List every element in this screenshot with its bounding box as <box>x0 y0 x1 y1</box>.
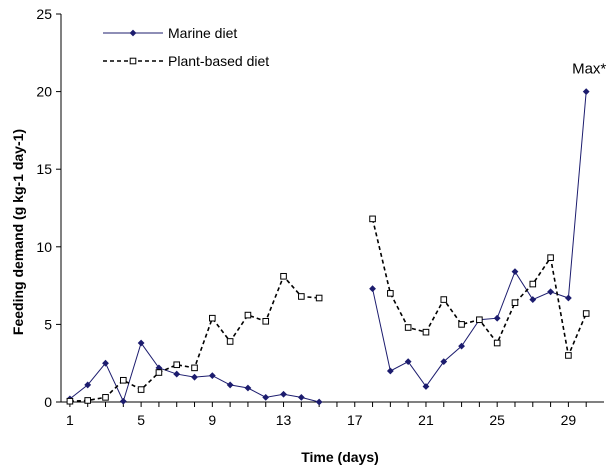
data-point <box>84 381 92 389</box>
data-point <box>120 376 127 384</box>
data-point <box>422 328 430 336</box>
legend-label: Plant-based diet <box>168 53 269 69</box>
data-point <box>387 290 394 297</box>
data-point <box>102 394 109 401</box>
series-line <box>371 218 587 359</box>
axes <box>60 14 604 403</box>
data-point <box>440 358 448 366</box>
data-point <box>315 398 323 406</box>
data-point <box>262 393 270 401</box>
y-axis-title: Feeding demand (g kg-1 day-1) <box>10 129 26 335</box>
data-point <box>315 294 323 302</box>
x-tick-label: 25 <box>489 412 505 428</box>
series-marine-diet <box>66 88 590 406</box>
data-point <box>119 397 127 405</box>
y-tick-label: 15 <box>36 161 52 177</box>
data-point <box>547 288 554 296</box>
data-point <box>493 314 501 322</box>
data-point <box>369 285 376 293</box>
data-point <box>529 296 537 303</box>
y-tick-label: 20 <box>36 84 52 100</box>
data-point <box>564 294 572 302</box>
annotation-max: Max* <box>572 61 606 78</box>
data-point <box>511 299 519 306</box>
data-point <box>529 280 537 288</box>
legend-label: Marine diet <box>168 25 237 41</box>
data-point <box>244 384 252 392</box>
data-point <box>582 88 590 95</box>
data-point <box>137 339 145 347</box>
data-point <box>66 397 74 405</box>
data-point <box>155 369 163 376</box>
data-point <box>208 372 216 380</box>
data-point <box>226 381 234 389</box>
data-point <box>297 393 305 401</box>
y-tick-label: 10 <box>36 239 52 255</box>
data-point <box>476 316 483 324</box>
data-point <box>369 215 376 223</box>
legend-marker <box>129 29 137 37</box>
data-point <box>102 359 109 367</box>
x-tick-label: 5 <box>137 412 145 428</box>
data-point <box>458 321 465 328</box>
series-line <box>69 274 320 403</box>
data-point <box>137 386 145 393</box>
series-group <box>66 88 590 406</box>
data-point <box>404 324 412 331</box>
data-point <box>440 296 448 303</box>
data-point <box>244 311 252 319</box>
x-tick-label: 1 <box>66 412 74 428</box>
y-tick-label: 0 <box>44 394 52 410</box>
series-plant-based-diet <box>66 215 590 405</box>
data-point <box>226 338 234 345</box>
data-point <box>458 342 465 350</box>
data-point <box>280 390 287 398</box>
data-point <box>191 364 198 372</box>
data-point <box>173 361 181 369</box>
x-axis-title: Time (days) <box>301 449 379 465</box>
data-point <box>565 352 572 359</box>
y-tick-label: 25 <box>36 6 52 22</box>
x-tick-label: 13 <box>276 412 292 428</box>
y-tick-label: 5 <box>44 316 52 332</box>
x-tick-label: 29 <box>561 412 577 428</box>
data-point <box>547 254 554 261</box>
legend-marker <box>129 57 137 65</box>
data-point <box>404 358 412 366</box>
data-point <box>493 339 501 347</box>
data-point <box>84 397 92 404</box>
data-point <box>191 373 198 381</box>
x-tick-label: 9 <box>208 412 216 428</box>
data-point <box>173 370 181 378</box>
data-point <box>262 317 270 325</box>
data-point <box>582 310 590 317</box>
data-point <box>209 314 216 322</box>
data-point <box>298 293 305 300</box>
x-tick-label: 17 <box>347 412 363 428</box>
data-point <box>280 272 287 280</box>
data-point <box>422 383 430 390</box>
x-tick-label: 21 <box>418 412 434 428</box>
annotations: Max* <box>572 61 606 78</box>
legend: Marine diet Plant-based diet <box>103 25 269 69</box>
data-point <box>386 367 394 375</box>
data-point <box>511 268 519 276</box>
series-line <box>372 91 587 388</box>
